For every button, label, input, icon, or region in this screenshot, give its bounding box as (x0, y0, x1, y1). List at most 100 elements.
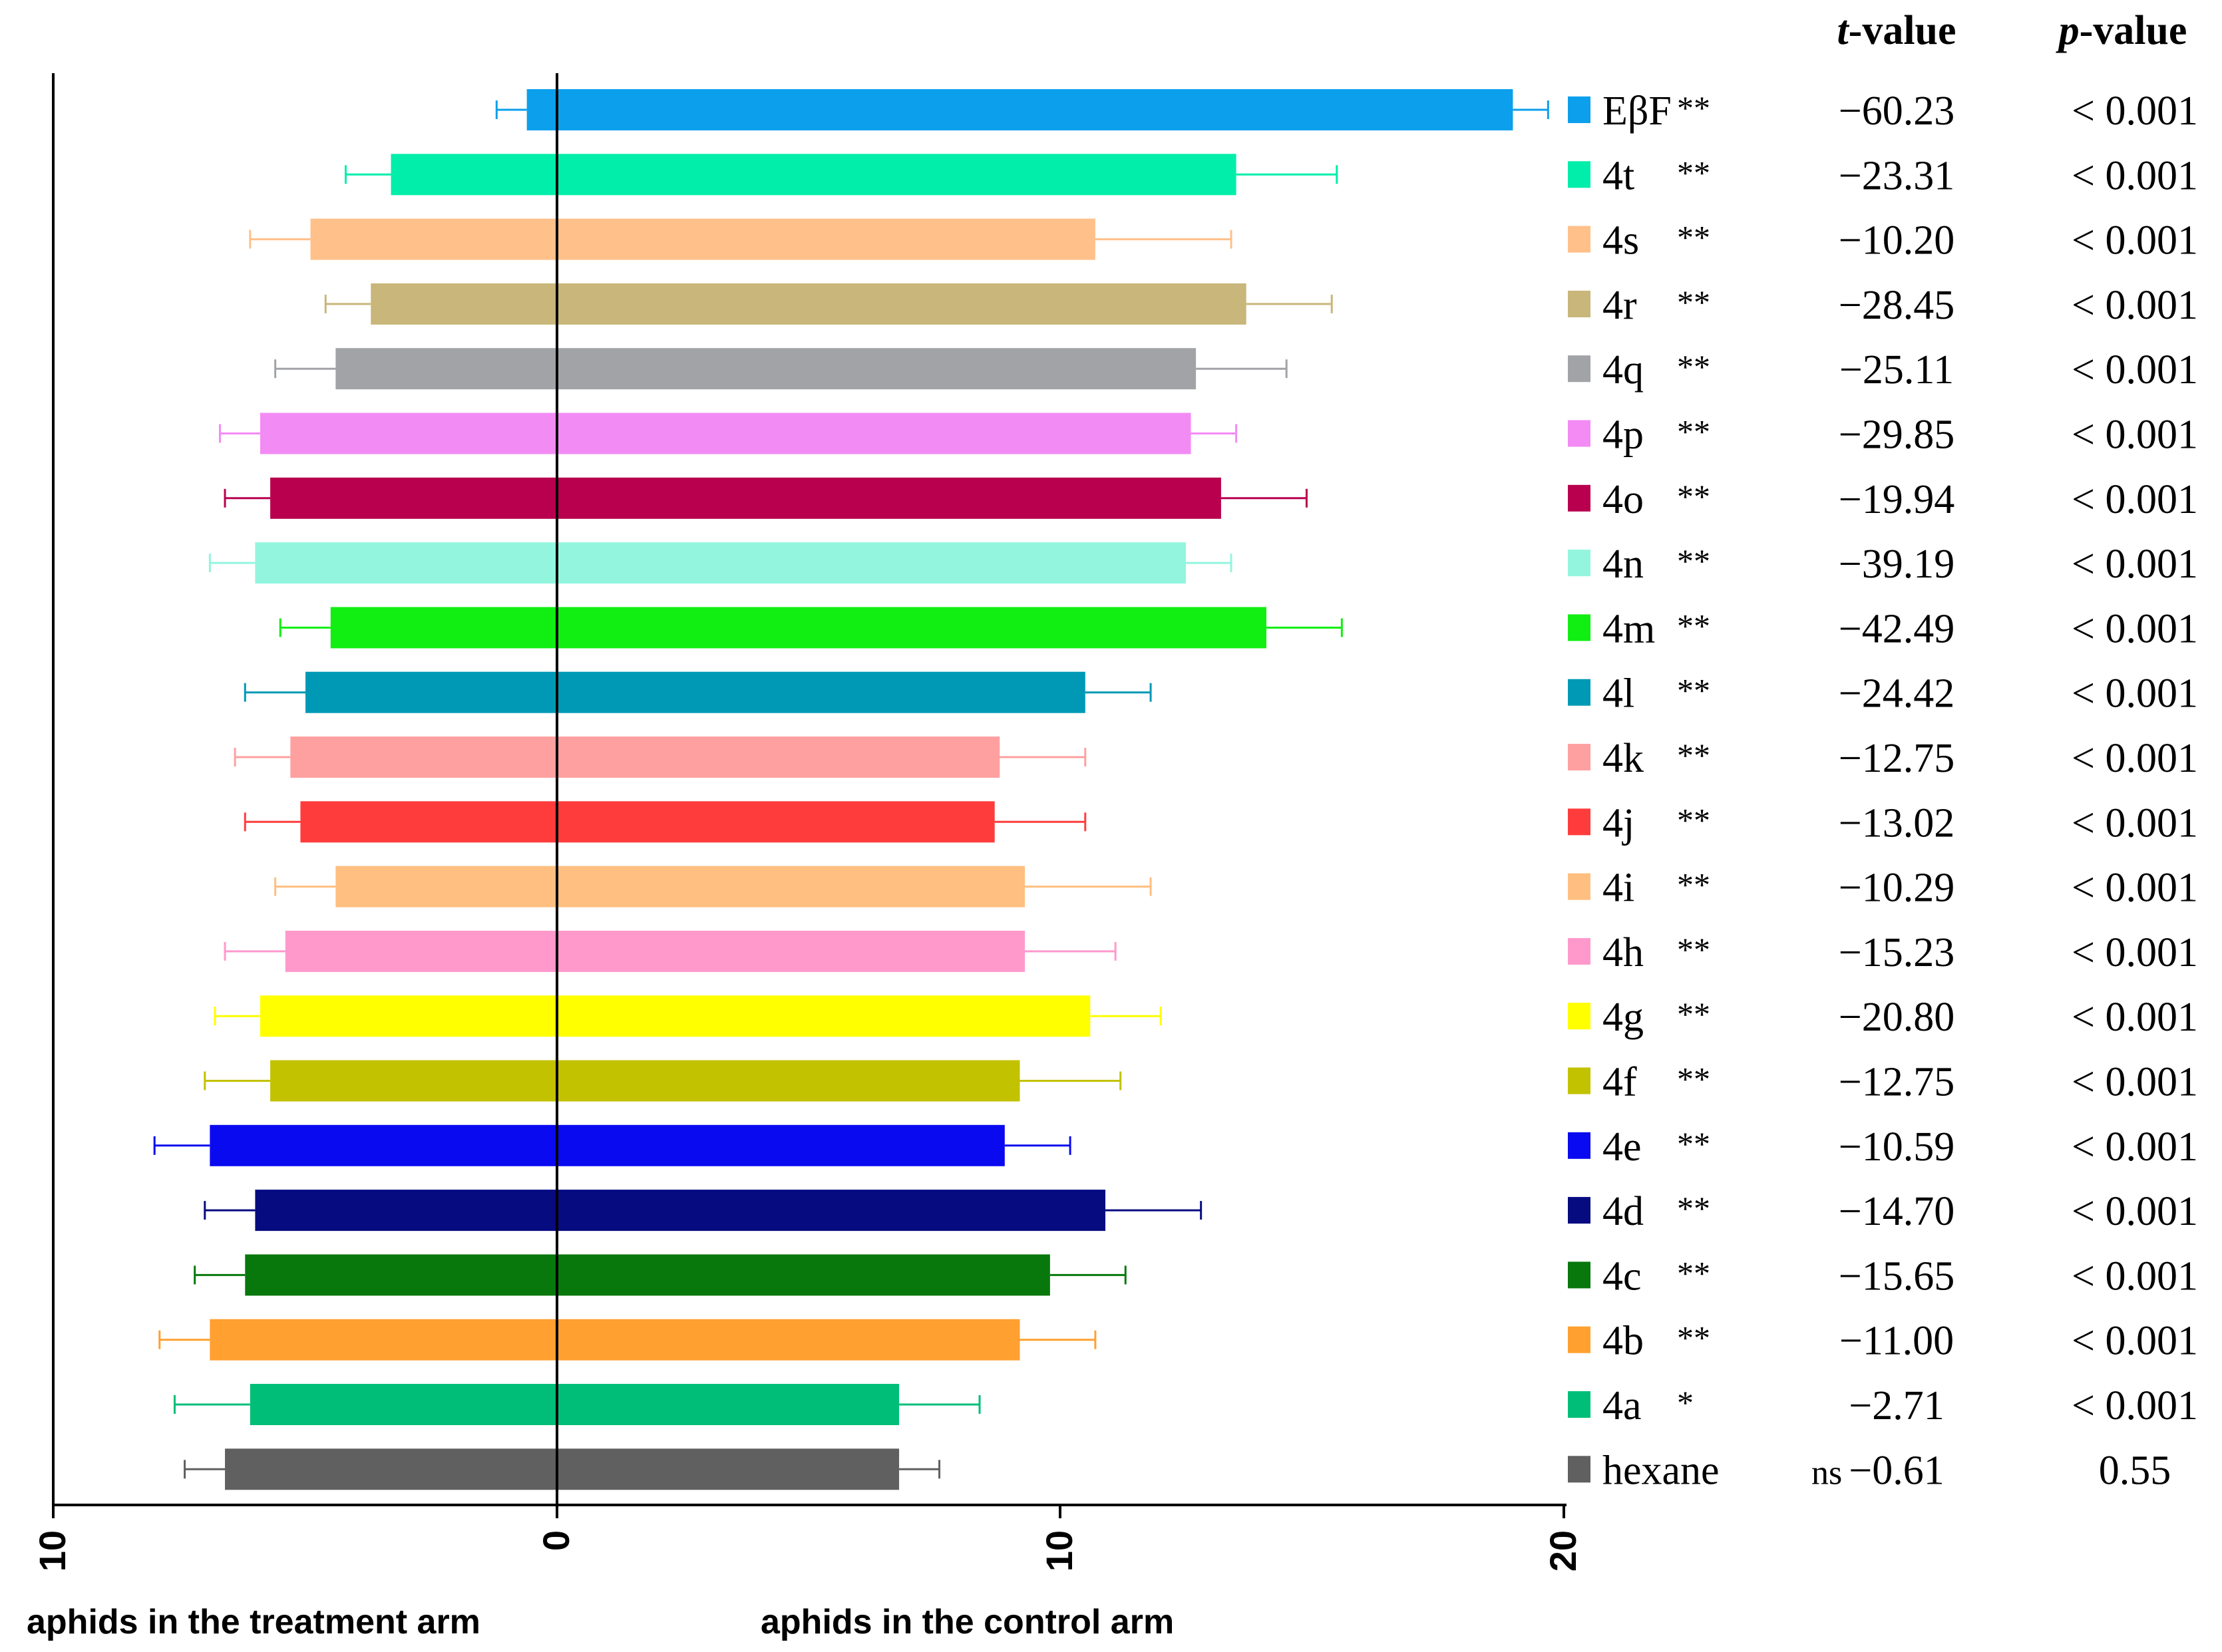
t-value: −15.23 (1839, 930, 1954, 975)
legend-swatch (1568, 937, 1590, 965)
control-bar (557, 348, 1197, 390)
t-value: −13.02 (1839, 800, 1954, 846)
legend-label: 4o (1602, 477, 1644, 522)
legend-label: 4q (1602, 347, 1644, 393)
control-bar (557, 866, 1025, 908)
legend-swatch (1568, 355, 1590, 383)
p-value: < 0.001 (2072, 1060, 2198, 1105)
p-value: < 0.001 (2072, 477, 2198, 522)
treatment-bar (305, 671, 557, 713)
control-bar (557, 413, 1191, 454)
control-bar (557, 995, 1091, 1037)
treatment-bar (225, 1448, 557, 1490)
x-tick-label: 10 (1038, 1530, 1080, 1571)
legend-swatch (1568, 1003, 1590, 1030)
control-bar (557, 89, 1513, 130)
legend-label: 4d (1602, 1189, 1644, 1234)
significance-label: ** (1677, 89, 1710, 126)
t-value: −10.20 (1839, 218, 1954, 263)
control-bar (557, 1190, 1106, 1232)
legend-row-4f: 4f ** −12.75 < 0.001 (1568, 1060, 2198, 1105)
legend-label: 4f (1602, 1060, 1637, 1105)
axes-layer (52, 73, 1567, 1506)
significance-label: ** (1677, 737, 1710, 774)
legend-swatch (1568, 873, 1590, 900)
legend-label: 4k (1602, 736, 1644, 781)
significance-label: ** (1677, 1061, 1710, 1098)
x-tick-label: 10 (31, 1530, 73, 1571)
bar-group-4d (204, 1190, 1203, 1232)
treatment-bar (335, 866, 557, 908)
significance-label: ** (1677, 154, 1710, 191)
legend-row-4k: 4k ** −12.75 < 0.001 (1568, 736, 2198, 781)
t-value: −24.42 (1839, 671, 1954, 717)
treatment-bar (335, 348, 557, 390)
bar-group-4f (204, 1060, 1122, 1102)
significance-label: ** (1677, 283, 1710, 321)
p-value: < 0.001 (2072, 153, 2198, 198)
legend-label: 4l (1602, 671, 1634, 717)
control-bar (557, 1319, 1020, 1361)
p-value: < 0.001 (2072, 930, 2198, 975)
significance-label: ** (1677, 995, 1710, 1033)
legend-swatch (1568, 1261, 1590, 1289)
bar-group-4i (274, 866, 1152, 908)
t-value: −14.70 (1839, 1189, 1954, 1234)
legend-row-4g: 4g ** −20.80 < 0.001 (1568, 995, 2198, 1040)
bar-group-4o (224, 477, 1308, 519)
t-value-header: t-value (1837, 8, 1956, 53)
control-bar (557, 801, 995, 843)
bar-group-EF (495, 89, 1549, 130)
legend-swatch (1568, 808, 1590, 836)
legend-label: 4p (1602, 413, 1644, 458)
treatment-bar (270, 477, 557, 519)
legend-label: 4b (1602, 1319, 1644, 1364)
legend-swatch (1568, 744, 1590, 770)
t-value: −42.49 (1839, 606, 1954, 651)
control-bar (557, 477, 1221, 519)
bar-group-4a (173, 1384, 981, 1425)
significance-label: * (1677, 1384, 1694, 1421)
t-value: −39.19 (1839, 542, 1954, 587)
significance-label: ** (1677, 672, 1710, 709)
p-value: < 0.001 (2072, 1253, 2198, 1299)
control-bar (557, 218, 1095, 260)
significance-label: ** (1677, 866, 1710, 904)
treatment-bar (210, 1124, 557, 1166)
p-value: < 0.001 (2072, 542, 2198, 587)
treatment-bar (260, 413, 557, 454)
bar-group-4g (214, 995, 1162, 1037)
significance-label: ** (1677, 478, 1710, 515)
legend-label: 4n (1602, 542, 1644, 587)
significance-label: ** (1677, 348, 1710, 385)
treatment-bar (255, 542, 557, 584)
legend-row-4s: 4s ** −10.20 < 0.001 (1568, 218, 2198, 263)
legend-swatch (1568, 420, 1590, 447)
legend-swatch (1568, 226, 1590, 253)
t-value: −0.61 (1849, 1448, 1944, 1493)
treatment-bar (300, 801, 557, 843)
p-value: < 0.001 (2072, 736, 2198, 781)
treatment-bar (526, 89, 557, 130)
t-value: −10.29 (1839, 866, 1954, 911)
p-value: < 0.001 (2072, 995, 2198, 1040)
t-value: −12.75 (1839, 736, 1954, 781)
bar-group-4b (158, 1319, 1097, 1361)
bar-group-4p (218, 413, 1238, 454)
control-bar (557, 1124, 1005, 1166)
legend-row-4c: 4c ** −15.65 < 0.001 (1568, 1253, 2198, 1299)
treatment-bar (330, 607, 557, 649)
bar-group-4r (324, 283, 1333, 325)
p-value: < 0.001 (2072, 413, 2198, 458)
x-tick-label: 20 (1542, 1530, 1584, 1571)
p-value: < 0.001 (2072, 88, 2198, 134)
t-value: −60.23 (1839, 88, 1954, 134)
treatment-bar (250, 1384, 557, 1425)
legend-label: hexane (1602, 1448, 1720, 1493)
legend-swatch (1568, 1132, 1590, 1159)
ticks-layer: 10 0 10 20 (31, 1505, 1584, 1571)
legend-label: 4a (1602, 1383, 1642, 1428)
significance-label: ** (1677, 1319, 1710, 1357)
p-value: < 0.001 (2072, 1189, 2198, 1234)
